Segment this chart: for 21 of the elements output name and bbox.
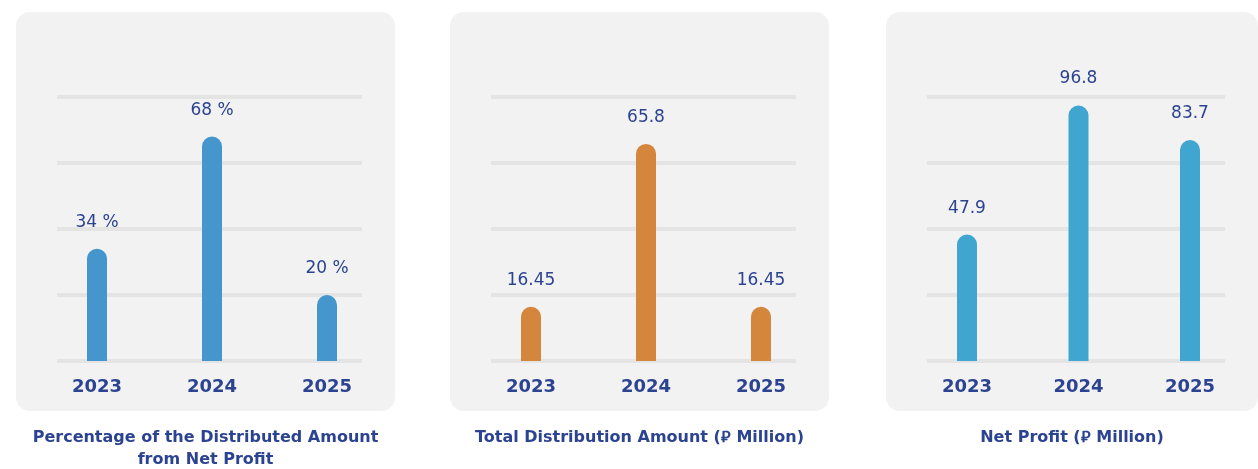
data-label: 65.8 (627, 105, 665, 126)
x-tick-label: 2023 (941, 375, 993, 396)
x-tick-label: 2025 (301, 375, 353, 396)
data-label: 16.45 (736, 268, 786, 289)
x-tick-label: 2024 (186, 375, 238, 396)
data-label: 96.8 (1059, 67, 1098, 88)
x-tick-label: 2025 (735, 375, 787, 396)
data-label: 47.9 (948, 196, 986, 217)
x-tick-label: 2024 (620, 375, 672, 396)
data-label: 16.45 (506, 268, 556, 289)
x-tick-label: 2025 (1164, 375, 1216, 396)
data-label: 68 % (190, 98, 234, 119)
x-tick-label: 2023 (505, 375, 557, 396)
text: Percentage of the Distributed Amount from Net Profit (32, 427, 379, 468)
x-tick-label: 2023 (71, 375, 123, 396)
x-tick-label: 2024 (1053, 375, 1104, 396)
text: Net Profit (⃁ Million) (980, 427, 1164, 446)
data-label: 83.7 (1171, 102, 1209, 123)
data-label: 20 % (305, 257, 349, 277)
text: Total Distribution Amount (⃁ Million) (474, 427, 805, 446)
data-label: 34 % (75, 210, 119, 231)
